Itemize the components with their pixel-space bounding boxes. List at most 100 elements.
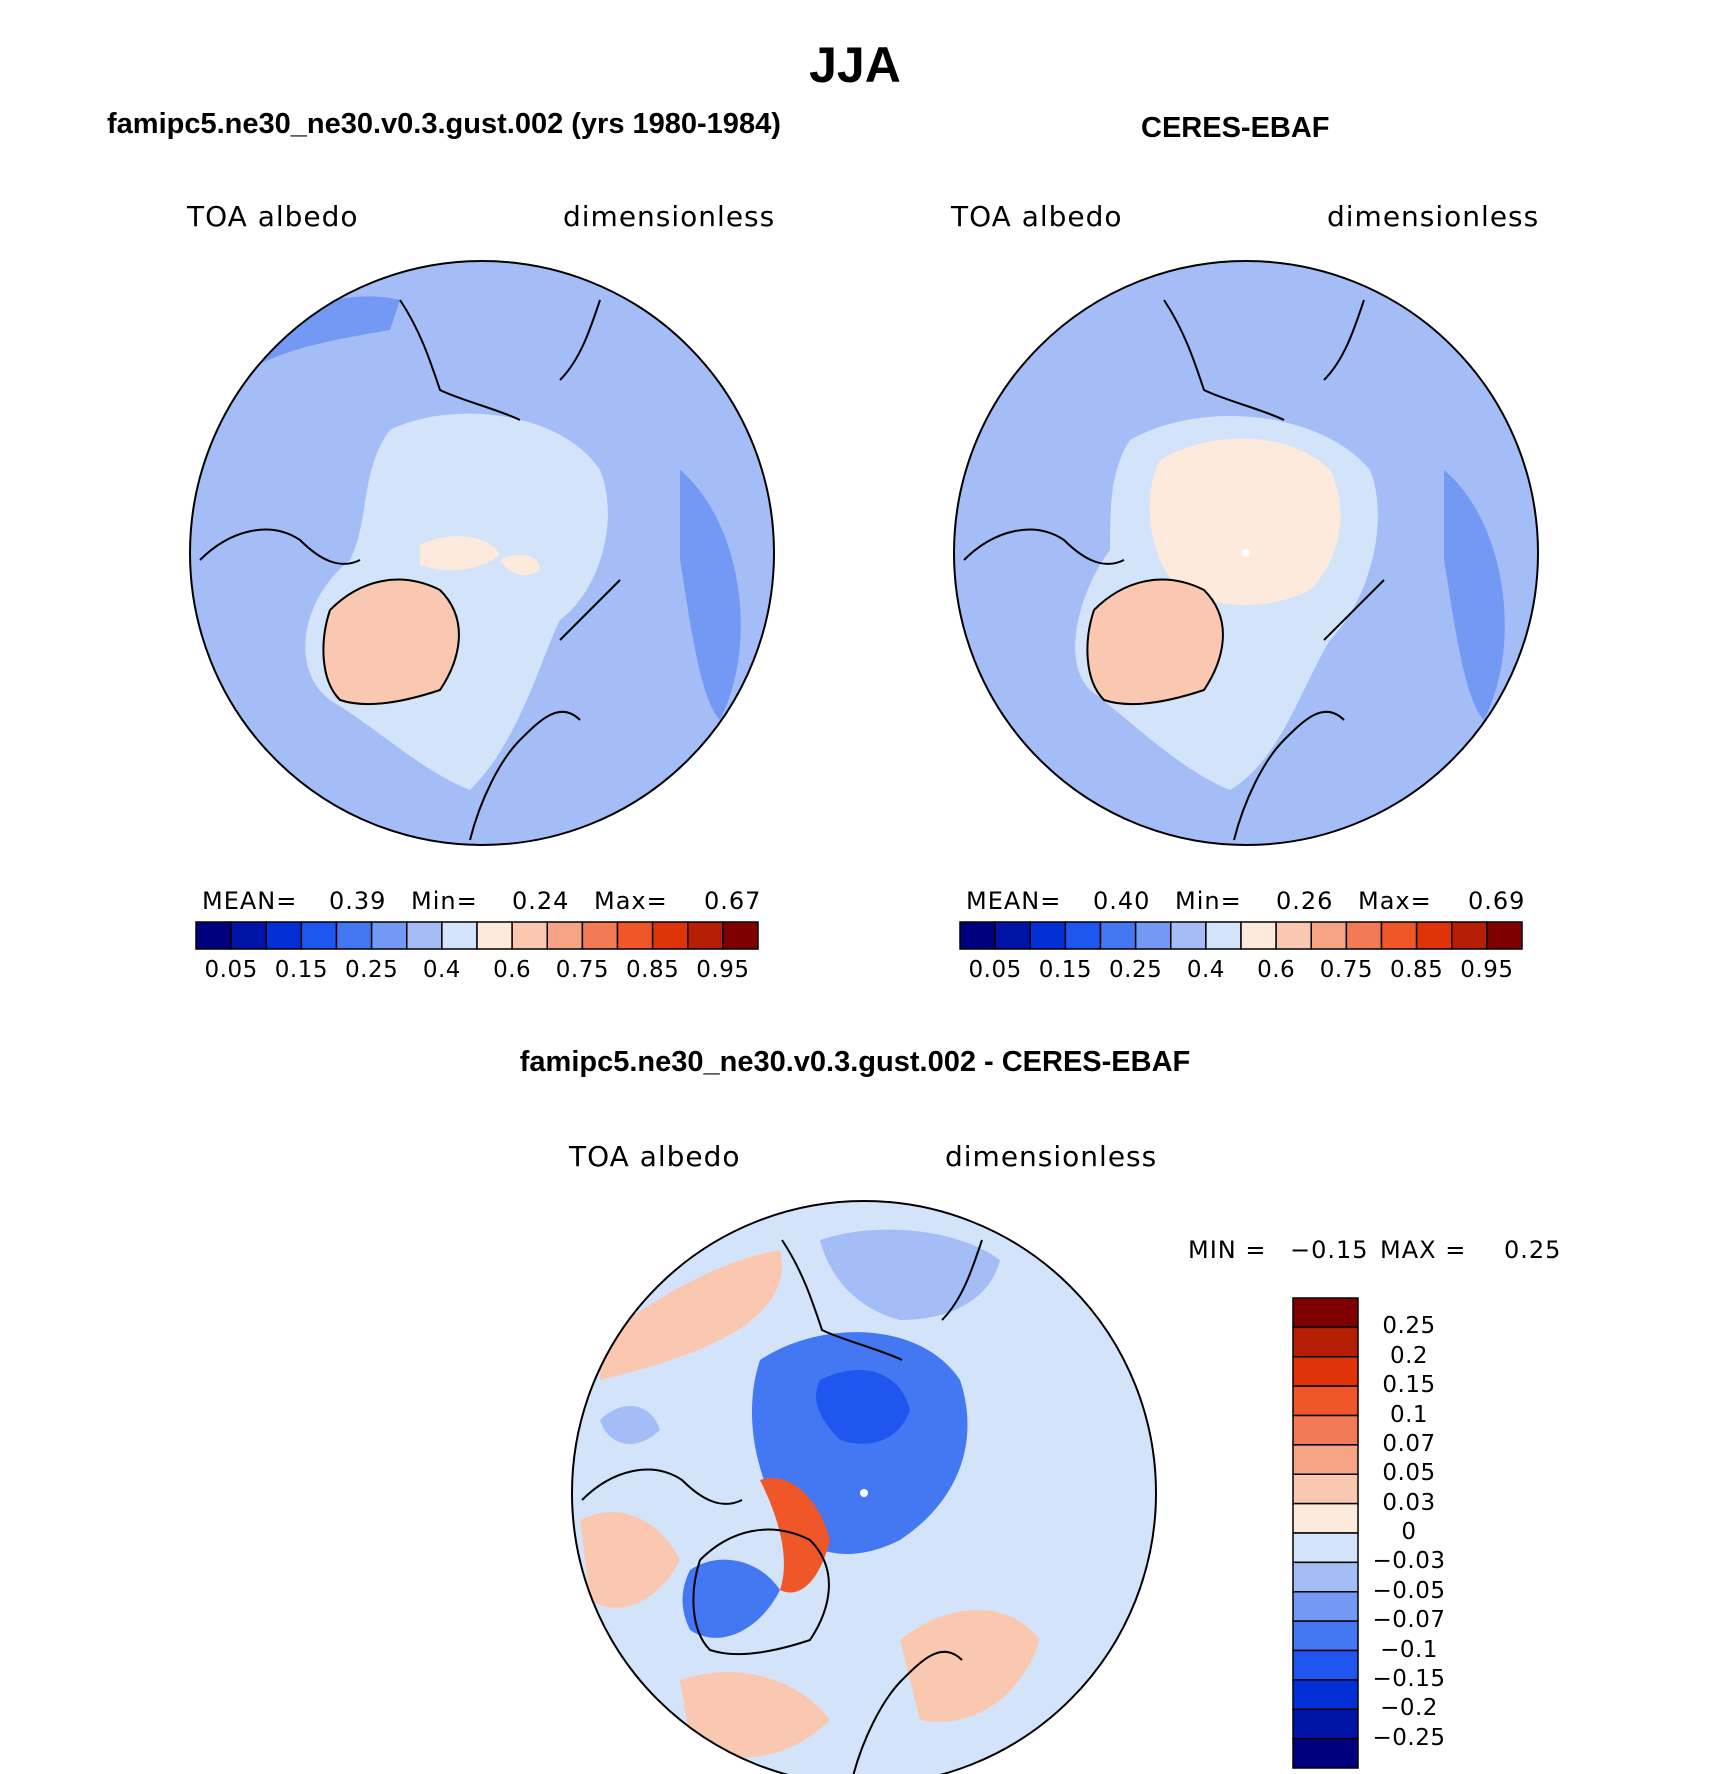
obs-min-value: 0.26 [1276, 887, 1334, 915]
page-title: JJA [809, 37, 901, 93]
obs-colorbar-tick-label: 0.85 [1390, 957, 1444, 983]
diff-colorbar-tick-label: −0.07 [1372, 1607, 1446, 1634]
obs-colorbar-cell [1240, 921, 1277, 950]
diff-colorbar-tick-label: −0.15 [1372, 1665, 1446, 1692]
model-map-coastline [199, 299, 621, 841]
diff-variable-label: TOA albedo [569, 1140, 741, 1173]
diff-colorbar-tick-label: −0.05 [1372, 1577, 1446, 1604]
diff-colorbar-cell [1292, 1444, 1359, 1475]
diff-colorbar-tick-label: −0.03 [1372, 1548, 1446, 1575]
model-colorbar-tick-label: 0.6 [493, 957, 532, 983]
obs-colorbar-cell [1451, 921, 1488, 950]
model-variable-label: TOA albedo [187, 200, 359, 233]
obs-min-label: Min= [1175, 887, 1242, 915]
model-colorbar-cell [546, 921, 584, 950]
obs-colorbar-cell [1310, 921, 1348, 950]
diff-colorbar-cell [1292, 1297, 1359, 1329]
diff-colorbar-cell [1292, 1649, 1359, 1681]
model-map-border [189, 260, 775, 846]
diff-colorbar-cell [1292, 1620, 1359, 1652]
obs-map-arctic-warm [1149, 438, 1341, 605]
diff-map-arctic-deep [816, 1370, 910, 1444]
obs-colorbar-cell [1415, 921, 1453, 950]
model-colorbar-cell [722, 921, 759, 950]
obs-units-label: dimensionless [1327, 200, 1540, 233]
diff-colorbar-cell [1292, 1473, 1359, 1505]
model-colorbar-cell [370, 921, 408, 950]
model-colorbar-tick-label: 0.25 [345, 957, 399, 983]
model-colorbar-cell [230, 921, 267, 950]
obs-colorbar-cell [959, 921, 996, 950]
obs-map-greenland [1087, 579, 1223, 705]
model-colorbar-cell [476, 921, 513, 950]
obs-colorbar-cell [1205, 921, 1242, 950]
model-colorbar-tick-label: 0.85 [626, 957, 680, 983]
diff-colorbar-cell [1292, 1591, 1359, 1622]
diff-colorbar-tick-label: 0.15 [1382, 1372, 1436, 1399]
diff-colorbar-tick-label: 0.05 [1382, 1460, 1436, 1487]
model-colorbar-cell [335, 921, 373, 950]
model-units-label: dimensionless [563, 200, 776, 233]
diff-colorbar-cell [1292, 1356, 1359, 1387]
obs-colorbar-cell [1275, 921, 1312, 950]
model-min-label: Min= [411, 887, 478, 915]
obs-max-label: Max= [1358, 887, 1432, 915]
model-colorbar-cell [300, 921, 338, 950]
diff-colorbar-tick-label: 0 [1401, 1519, 1417, 1545]
model-colorbar-tick-label: 0.15 [274, 957, 328, 983]
model-panel-title: famipc5.ne30_ne30.v0.3.gust.002 (yrs 198… [107, 108, 781, 140]
model-colorbar-cell [581, 921, 619, 950]
model-map-greenland [323, 579, 459, 705]
obs-colorbar-cell [1134, 921, 1172, 950]
diff-colorbar-tick-label: 0.25 [1382, 1313, 1436, 1340]
model-colorbar-cell [511, 921, 548, 950]
obs-colorbar-cell [1170, 921, 1207, 950]
obs-map-outer-band [1444, 470, 1505, 720]
obs-panel-title: CERES-EBAF [1141, 112, 1330, 144]
diff-colorbar-cell [1292, 1679, 1359, 1710]
obs-mean-value: 0.40 [1093, 887, 1151, 915]
diff-colorbar-tick-label: −0.25 [1372, 1724, 1446, 1751]
obs-colorbar-cell [994, 921, 1031, 950]
diff-colorbar-cell [1292, 1737, 1359, 1769]
diff-map-border [571, 1200, 1157, 1774]
model-colorbar-cell [265, 921, 303, 950]
diff-max-value: 0.25 [1504, 1236, 1562, 1264]
diff-colorbar-cell [1292, 1385, 1359, 1417]
diff-map-cool-areas [600, 1229, 1000, 1444]
diff-colorbar-tick-label: −0.1 [1380, 1636, 1438, 1663]
diff-map-greenland-edge [760, 1478, 830, 1593]
model-min-value: 0.24 [512, 887, 570, 915]
diff-colorbar-cell [1292, 1414, 1359, 1446]
obs-colorbar-tick-label: 0.95 [1460, 957, 1514, 983]
model-colorbar-cell [441, 921, 478, 950]
obs-colorbar-tick-label: 0.15 [1038, 957, 1092, 983]
model-colorbar-tick-label: 0.95 [696, 957, 750, 983]
diff-colorbar-tick-label: 0.2 [1389, 1342, 1429, 1369]
model-colorbar-cell [195, 921, 232, 950]
model-colorbar [195, 921, 759, 950]
model-max-value: 0.67 [704, 887, 762, 915]
model-map-arctic-warm [420, 536, 540, 576]
obs-colorbar-cell [1486, 921, 1523, 950]
obs-map [953, 260, 1539, 846]
diff-map-warm-areas [580, 1250, 1040, 1758]
obs-mean-label: MEAN= [966, 887, 1062, 915]
model-colorbar-tick-label: 0.05 [204, 957, 258, 983]
diff-colorbar [1292, 1297, 1359, 1769]
obs-map-border [953, 260, 1539, 846]
model-map-outer-band [250, 296, 741, 720]
model-colorbar-tick-label: 0.4 [422, 957, 461, 983]
model-mean-label: MEAN= [202, 887, 298, 915]
diff-units-label: dimensionless [945, 1140, 1158, 1173]
obs-colorbar-tick-label: 0.25 [1109, 957, 1163, 983]
model-colorbar-cell [651, 921, 689, 950]
diff-map-coastline [581, 1239, 983, 1774]
diff-map [571, 1200, 1157, 1774]
obs-max-value: 0.69 [1468, 887, 1526, 915]
obs-colorbar-cell [1345, 921, 1383, 950]
diff-min-value: −0.15 [1290, 1236, 1369, 1264]
diff-map-pole-dot [860, 1489, 868, 1497]
diff-colorbar-cell [1292, 1708, 1359, 1740]
